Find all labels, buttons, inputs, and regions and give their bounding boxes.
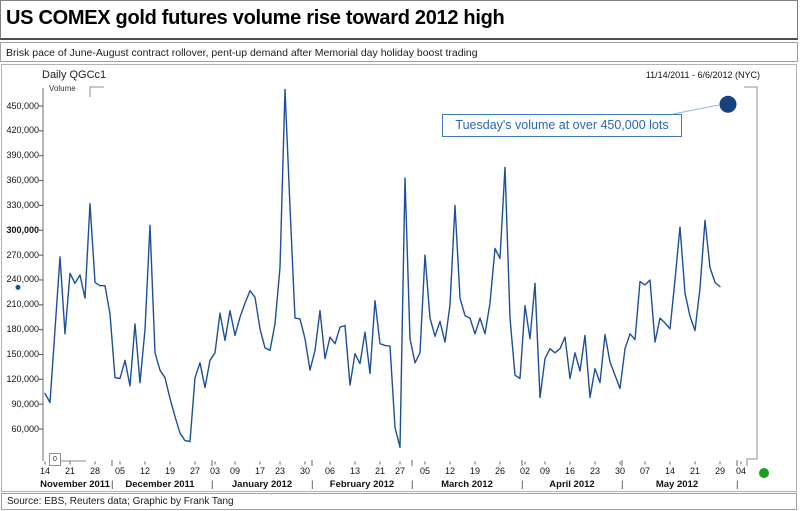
session-end-marker <box>759 468 769 478</box>
x-tick-label: 17 <box>254 466 265 476</box>
x-tick-label: 21 <box>689 466 700 476</box>
y-tick-label: 180,000 <box>6 324 39 335</box>
x-tick-label: 13 <box>349 466 360 476</box>
page-subtitle: Brisk pace of June-August contract rollo… <box>6 47 478 59</box>
x-tick-label: 21 <box>64 466 75 476</box>
x-tick-label: 07 <box>639 466 650 476</box>
month-label: November 2011 <box>40 479 110 490</box>
x-tick-label: 21 <box>374 466 385 476</box>
y-tick-label: 150,000 <box>6 349 39 359</box>
last-value-marker <box>15 284 21 290</box>
x-tick-label: 19 <box>469 466 480 476</box>
month-separator: | <box>521 479 524 490</box>
axis-origin-zero-box: 0 <box>49 453 61 466</box>
x-tick-label: 30 <box>614 466 625 476</box>
annotation-leader-line <box>672 104 720 115</box>
month-separator: | <box>411 479 414 490</box>
instrument-label: Daily QGCc1 <box>42 69 107 81</box>
title-bar: US COMEX gold futures volume rise toward… <box>0 0 798 40</box>
y-tick-label: 120,000 <box>6 373 39 384</box>
subtitle-bar: Brisk pace of June-August contract rollo… <box>0 42 798 62</box>
date-range-label: 11/14/2011 - 6/6/2012 (NYC) <box>645 70 760 80</box>
x-tick-label: 30 <box>299 466 310 476</box>
month-label: April 2012 <box>549 479 595 490</box>
month-label: December 2011 <box>125 479 195 490</box>
page-title: US COMEX gold futures volume rise toward… <box>6 7 505 29</box>
month-separator: | <box>211 479 214 490</box>
x-tick-label: 23 <box>589 466 600 476</box>
x-tick-label: 09 <box>229 466 240 476</box>
x-tick-label: 14 <box>39 466 50 476</box>
source-credit: Source: EBS, Reuters data; Graphic by Fr… <box>7 496 234 507</box>
y-tick-label: 300,000 <box>6 224 39 235</box>
x-tick-label: 05 <box>114 466 125 476</box>
x-tick-label: 28 <box>89 466 100 476</box>
x-tick-label: 12 <box>139 466 150 476</box>
x-tick-label: 29 <box>714 466 725 476</box>
y-tick-label: 330,000 <box>6 199 39 210</box>
y-tick-label: 210,000 <box>6 299 39 310</box>
right-axis-bracket <box>744 86 758 466</box>
x-tick-label: 26 <box>494 466 505 476</box>
highlight-point-dot <box>719 95 737 113</box>
y-tick-marks <box>39 105 43 430</box>
month-label: February 2012 <box>329 479 395 490</box>
x-tick-label: 19 <box>164 466 175 476</box>
x-tick-label: 02 <box>519 466 530 476</box>
month-label: May 2012 <box>655 479 699 490</box>
y-axis-title: Volume <box>49 84 76 93</box>
y-tick-label: 90,000 <box>11 398 39 409</box>
source-bar: Source: EBS, Reuters data; Graphic by Fr… <box>1 493 797 510</box>
x-tick-label: 04 <box>735 466 746 476</box>
month-separator: | <box>111 479 114 490</box>
x-tick-label: 27 <box>189 466 200 476</box>
y-tick-label: 360,000 <box>6 175 39 186</box>
month-separator: | <box>311 479 314 490</box>
x-tick-label: 03 <box>209 466 220 476</box>
x-tick-label: 16 <box>564 466 575 476</box>
x-tick-label: 14 <box>664 466 675 476</box>
x-tick-label: 09 <box>539 466 550 476</box>
x-tick-label: 05 <box>419 466 430 476</box>
x-tick-marks <box>44 460 742 466</box>
y-tick-label: 420,000 <box>6 125 39 136</box>
month-label: January 2012 <box>231 479 293 490</box>
y-tick-label: 390,000 <box>6 150 39 161</box>
volume-line-series <box>44 88 721 448</box>
y-tick-label: 270,000 <box>6 249 39 260</box>
axis-top-bracket-icon <box>89 86 104 97</box>
month-label: March 2012 <box>441 479 493 490</box>
month-separator: | <box>736 479 739 490</box>
x-tick-label: 06 <box>324 466 335 476</box>
y-tick-label: 60,000 <box>11 423 39 434</box>
x-tick-label: 23 <box>274 466 285 476</box>
x-tick-label: 27 <box>394 466 405 476</box>
month-separator: | <box>621 479 624 490</box>
y-tick-label: 450,000 <box>6 100 39 111</box>
annotation-callout: Tuesday's volume at over 450,000 lots <box>442 114 682 137</box>
y-tick-label: 240,000 <box>6 274 39 285</box>
x-tick-label: 12 <box>444 466 455 476</box>
